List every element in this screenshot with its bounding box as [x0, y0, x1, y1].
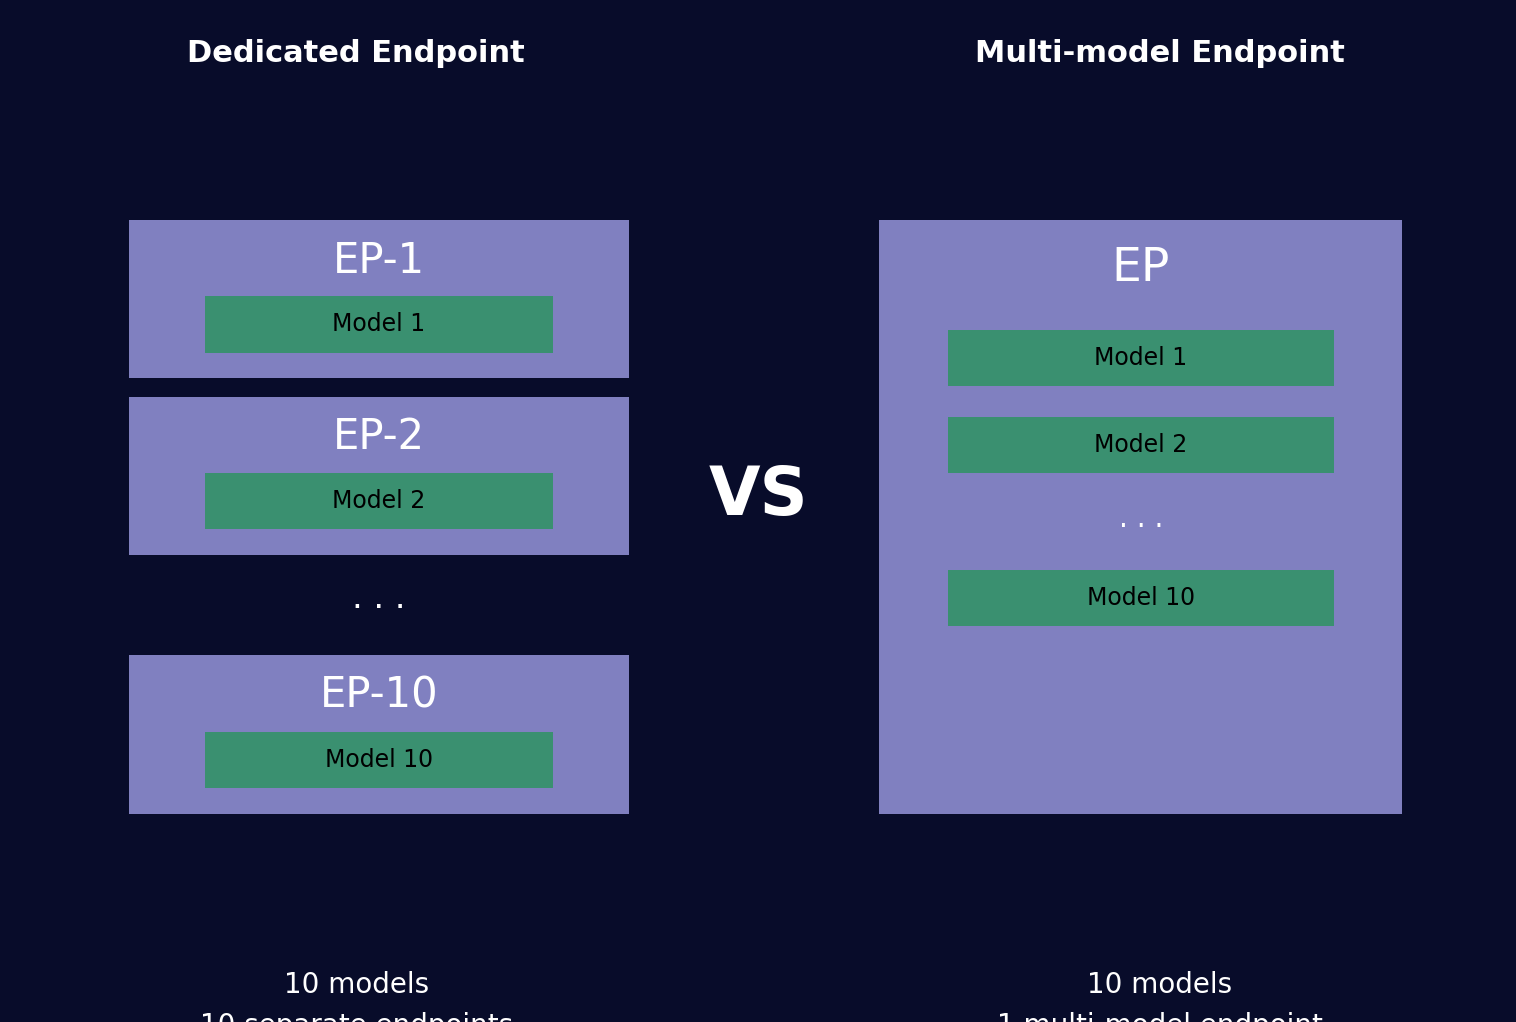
Text: . . .: . . .: [352, 583, 406, 615]
Bar: [948, 570, 1334, 626]
Text: Dedicated Endpoint: Dedicated Endpoint: [188, 39, 525, 67]
Text: EP: EP: [1111, 246, 1170, 291]
Bar: [205, 296, 553, 353]
Bar: [129, 397, 629, 555]
Text: Multi-model Endpoint: Multi-model Endpoint: [975, 39, 1345, 67]
Text: 10 models
1 multi-model endpoint
1 instance: 10 models 1 multi-model endpoint 1 insta…: [998, 971, 1322, 1022]
Bar: [129, 655, 629, 814]
Text: . . .: . . .: [1119, 505, 1163, 533]
Text: EP-10: EP-10: [320, 675, 438, 717]
Bar: [205, 473, 553, 529]
Text: VS: VS: [708, 463, 808, 528]
Text: 10 models
10 separate endpoints
10 individual instances: 10 models 10 separate endpoints 10 indiv…: [196, 971, 517, 1022]
Bar: [129, 220, 629, 378]
Text: Model 1: Model 1: [1095, 346, 1187, 370]
Text: EP-1: EP-1: [334, 239, 424, 282]
Bar: [948, 330, 1334, 386]
Bar: [948, 417, 1334, 473]
Text: Model 2: Model 2: [332, 490, 426, 513]
Text: Model 10: Model 10: [1087, 587, 1195, 610]
Text: Model 2: Model 2: [1095, 433, 1187, 457]
Text: EP-2: EP-2: [334, 416, 424, 459]
Bar: [879, 220, 1402, 814]
Text: Model 10: Model 10: [324, 748, 434, 772]
Bar: [205, 732, 553, 788]
Text: Model 1: Model 1: [332, 313, 426, 336]
